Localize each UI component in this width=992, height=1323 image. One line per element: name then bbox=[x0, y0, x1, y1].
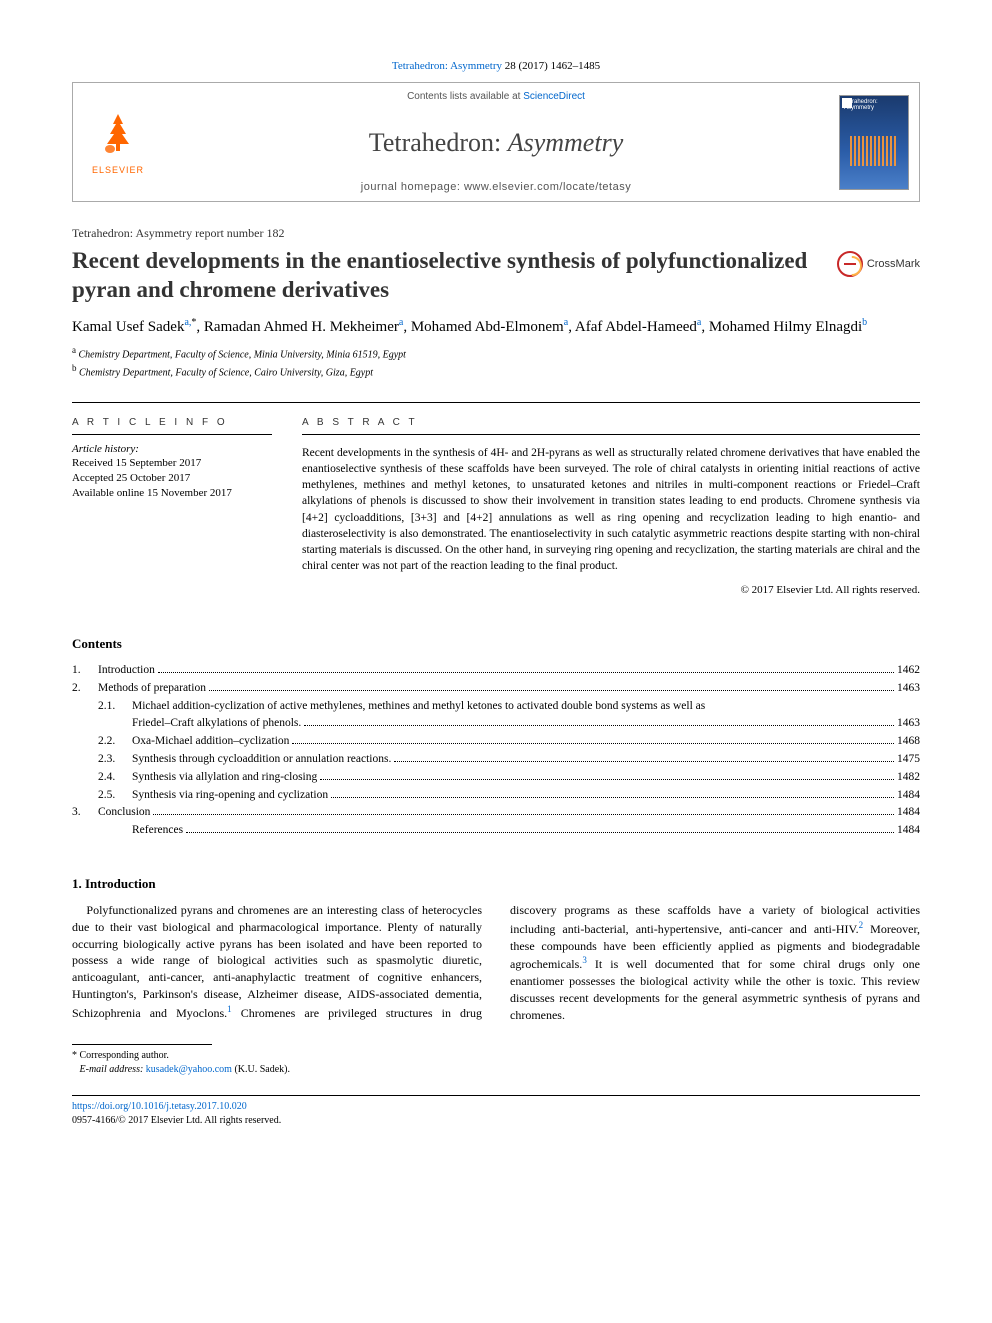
crossmark-label: CrossMark bbox=[867, 258, 920, 270]
toc-item[interactable]: 2.Methods of preparation1463 bbox=[72, 680, 920, 698]
sciencedirect-link[interactable]: ScienceDirect bbox=[523, 91, 585, 102]
header-center: Contents lists available at ScienceDirec… bbox=[163, 83, 829, 201]
toc-list: 1.Introduction14622.Methods of preparati… bbox=[72, 662, 920, 840]
doi-link[interactable]: https://doi.org/10.1016/j.tetasy.2017.10… bbox=[72, 1101, 247, 1112]
crossmark-badge[interactable]: CrossMark bbox=[837, 251, 920, 277]
affiliation-b: Chemistry Department, Faculty of Science… bbox=[79, 367, 373, 378]
issn-copyright: 0957-4166/© 2017 Elsevier Ltd. All right… bbox=[72, 1115, 281, 1126]
author-4: , Afaf Abdel-Hameed bbox=[568, 319, 697, 335]
toc-item[interactable]: 2.3.Synthesis through cycloaddition or a… bbox=[72, 751, 920, 769]
authors-list: Kamal Usef Sadeka,*, Ramadan Ahmed H. Me… bbox=[72, 317, 920, 336]
history-label: Article history: bbox=[72, 443, 272, 455]
section-1-heading: 1. Introduction bbox=[72, 876, 920, 892]
publisher-logo-col: ELSEVIER bbox=[73, 83, 163, 201]
affiliation-a: Chemistry Department, Faculty of Science… bbox=[79, 349, 406, 360]
corresponding-author-footnote: * Corresponding author. E-mail address: … bbox=[72, 1049, 920, 1077]
article-info-heading: A R T I C L E I N F O bbox=[72, 417, 272, 434]
author-2: , Ramadan Ahmed H. Mekheimer bbox=[196, 319, 398, 335]
article-title: Recent developments in the enantioselect… bbox=[72, 247, 817, 305]
abstract-heading: A B S T R A C T bbox=[302, 417, 920, 434]
online-date: Available online 15 November 2017 bbox=[72, 486, 272, 501]
toc-item[interactable]: 3.Conclusion1484 bbox=[72, 804, 920, 822]
abstract-copyright: © 2017 Elsevier Ltd. All rights reserved… bbox=[302, 584, 920, 596]
elsevier-tree-icon bbox=[93, 109, 143, 159]
report-number: Tetrahedron: Asymmetry report number 182 bbox=[72, 226, 920, 241]
contents-heading: Contents bbox=[72, 636, 920, 652]
intro-body: Polyfunctionalized pyrans and chromenes … bbox=[72, 902, 920, 1024]
contents-available-line: Contents lists available at ScienceDirec… bbox=[173, 91, 819, 102]
journal-name: Tetrahedron: Asymmetry bbox=[173, 128, 819, 158]
corresponding-email[interactable]: kusadek@yahoo.com bbox=[146, 1064, 232, 1075]
abstract-text: Recent developments in the synthesis of … bbox=[302, 445, 920, 574]
crossmark-icon bbox=[837, 251, 863, 277]
abstract-col: A B S T R A C T Recent developments in t… bbox=[302, 403, 920, 596]
author-3: , Mohamed Abd-Elmonem bbox=[403, 319, 563, 335]
toc-item[interactable]: 2.2.Oxa-Michael addition–cyclization1468 bbox=[72, 733, 920, 751]
journal-header-box: ELSEVIER Contents lists available at Sci… bbox=[72, 82, 920, 202]
page-footer: https://doi.org/10.1016/j.tetasy.2017.10… bbox=[72, 1095, 920, 1128]
affiliations: a Chemistry Department, Faculty of Scien… bbox=[72, 344, 920, 381]
author-1: Kamal Usef Sadek bbox=[72, 319, 184, 335]
toc-item[interactable]: 1.Introduction1462 bbox=[72, 662, 920, 680]
introduction-section: 1. Introduction Polyfunctionalized pyran… bbox=[72, 876, 920, 1024]
publisher-name: ELSEVIER bbox=[92, 165, 144, 175]
citation-volpages: 28 (2017) 1462–1485 bbox=[502, 60, 600, 72]
article-info-col: A R T I C L E I N F O Article history: R… bbox=[72, 403, 272, 596]
homepage-url[interactable]: www.elsevier.com/locate/tetasy bbox=[464, 181, 631, 193]
received-date: Received 15 September 2017 bbox=[72, 456, 272, 471]
citation-line: Tetrahedron: Asymmetry 28 (2017) 1462–14… bbox=[72, 60, 920, 72]
citation-journal[interactable]: Tetrahedron: Asymmetry bbox=[392, 60, 502, 72]
toc-item[interactable]: 2.1.Michael addition-cyclization of acti… bbox=[72, 698, 920, 716]
journal-cover-thumbnail[interactable]: Tetrahedron: Asymmetry bbox=[839, 95, 909, 190]
toc-item[interactable]: 2.5.Synthesis via ring-opening and cycli… bbox=[72, 787, 920, 805]
elsevier-logo[interactable]: ELSEVIER bbox=[92, 109, 144, 175]
accepted-date: Accepted 25 October 2017 bbox=[72, 471, 272, 486]
contents-block: Contents 1.Introduction14622.Methods of … bbox=[72, 636, 920, 840]
author-5: , Mohamed Hilmy Elnagdi bbox=[701, 319, 862, 335]
cover-thumbnail-col: Tetrahedron: Asymmetry bbox=[829, 83, 919, 201]
toc-item[interactable]: 2.4.Synthesis via allylation and ring-cl… bbox=[72, 769, 920, 787]
toc-item[interactable]: References1484 bbox=[72, 822, 920, 840]
homepage-line: journal homepage: www.elsevier.com/locat… bbox=[173, 181, 819, 193]
